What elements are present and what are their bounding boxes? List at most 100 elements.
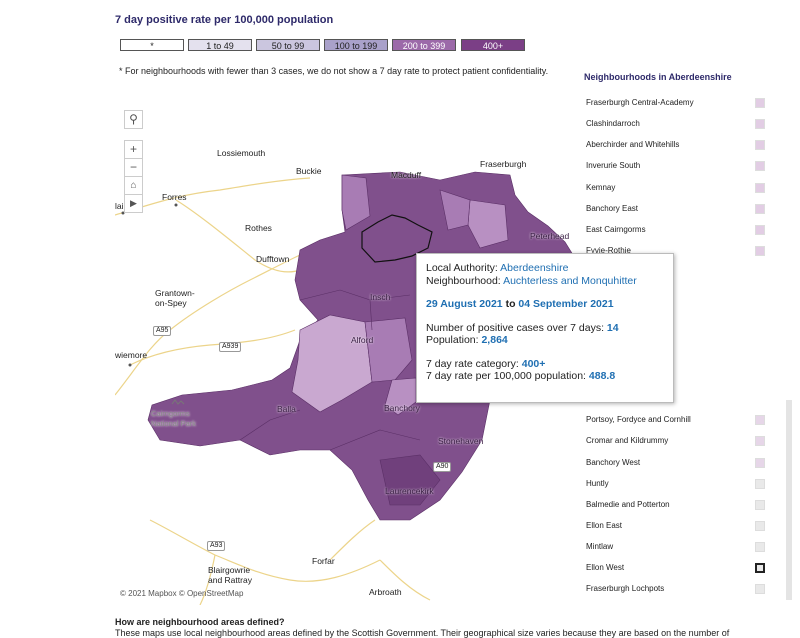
- legend-item[interactable]: 100 to 199: [324, 39, 388, 51]
- list-item[interactable]: Aberchirder and Whitehills: [586, 140, 680, 150]
- place-label: Lossiemouth: [217, 148, 266, 158]
- note: * For neighbourhoods with fewer than 3 c…: [119, 66, 549, 76]
- place-label: Banchory: [384, 403, 420, 413]
- place-label: Peterhead: [530, 231, 570, 241]
- list-item[interactable]: Balmedie and Potterton: [586, 499, 670, 509]
- place-label: Stonehaven: [438, 436, 484, 446]
- legend-item[interactable]: 1 to 49: [188, 39, 252, 51]
- label: 7 day rate per 100,000 population:: [426, 370, 586, 382]
- place-label: Cairngorms: [151, 409, 190, 418]
- list-item[interactable]: East Cairngorms: [586, 224, 646, 234]
- checkbox[interactable]: [755, 542, 765, 553]
- list-item[interactable]: Kemnay: [586, 182, 616, 192]
- label: Population:: [426, 334, 479, 346]
- checkbox[interactable]: [755, 182, 765, 193]
- place-label: lai: [115, 201, 124, 211]
- place-label: wiemore: [115, 350, 148, 360]
- value: 488.8: [588, 370, 616, 382]
- list-item[interactable]: Banchory East: [586, 203, 639, 213]
- footer-heading: How are neighbourhood areas defined?: [115, 617, 285, 627]
- list-item[interactable]: Ellon West: [586, 563, 625, 573]
- place-label: Dufftown: [256, 254, 290, 264]
- checkbox[interactable]: [755, 563, 765, 574]
- title: 7 day positive rate per 100,000 populati…: [115, 14, 334, 26]
- legend-item[interactable]: 50 to 99: [256, 39, 320, 51]
- place-label: Grantown-: [155, 288, 195, 298]
- place-label: Alford: [351, 335, 374, 345]
- search-button[interactable]: ⚲: [124, 110, 143, 129]
- road-label: A95: [153, 326, 172, 336]
- map: [115, 100, 575, 605]
- list-item[interactable]: Cromar and Kildrummy: [586, 436, 669, 446]
- list-item[interactable]: Inverurie South: [586, 161, 641, 171]
- checkbox[interactable]: [755, 478, 765, 489]
- value: Auchterless and Monquhitter: [503, 274, 637, 287]
- attribution: © 2021 Mapbox © OpenStreetMap: [120, 589, 244, 598]
- checkbox[interactable]: [755, 415, 765, 426]
- place-label: and Rattray: [208, 575, 252, 585]
- checkbox[interactable]: [755, 224, 765, 235]
- checkbox[interactable]: [755, 119, 765, 130]
- footer-text: These maps use local neighbourhood areas…: [115, 628, 730, 638]
- label: to: [505, 298, 516, 310]
- checkbox[interactable]: [755, 246, 765, 257]
- label: 7 day rate category:: [426, 357, 519, 370]
- list-item[interactable]: Ellon East: [586, 521, 623, 530]
- zoom-out[interactable]: −: [124, 158, 143, 177]
- label: Local Authority:: [426, 262, 498, 274]
- scrollbar[interactable]: [786, 400, 792, 600]
- checkbox[interactable]: [755, 98, 765, 108]
- list-item[interactable]: Banchory West: [586, 457, 641, 467]
- place-label: Forres: [162, 192, 187, 202]
- checkbox[interactable]: [755, 457, 765, 468]
- legend-item[interactable]: *: [120, 39, 184, 51]
- roads: [115, 177, 431, 605]
- value: 2,864: [481, 334, 508, 346]
- road-label: A90: [433, 462, 452, 472]
- checkbox[interactable]: [755, 203, 765, 214]
- value: Aberdeenshire: [500, 262, 569, 274]
- play-button[interactable]: ▶: [124, 194, 143, 213]
- place-label: Balla: [277, 404, 296, 414]
- home-button[interactable]: ⌂: [124, 176, 143, 195]
- place-label: Insch: [370, 292, 391, 302]
- road-label: A93: [207, 541, 226, 551]
- place-label: Arbroath: [369, 587, 402, 597]
- park-icon: [171, 399, 185, 405]
- checkbox[interactable]: [755, 584, 765, 595]
- value: 29 August 2021: [426, 298, 503, 310]
- list-item[interactable]: Huntly: [586, 478, 609, 488]
- list-item[interactable]: Fraserburgh Central-Academy: [586, 98, 694, 107]
- place-label: on-Spey: [155, 298, 187, 308]
- place-label: Macduff: [391, 170, 422, 180]
- checkbox[interactable]: [755, 521, 765, 531]
- place-label: Forfar: [312, 556, 335, 566]
- checkbox[interactable]: [755, 436, 765, 447]
- tooltip: Local Authority: Aberdeenshire Neighbour…: [416, 253, 674, 403]
- place-label: Laurencekirk: [385, 486, 434, 496]
- legend-item[interactable]: 200 to 399: [392, 39, 456, 51]
- checkbox[interactable]: [755, 161, 765, 172]
- list-item[interactable]: Fyvie-Rothie: [586, 246, 631, 256]
- list-item[interactable]: Portsoy, Fordyce and Cornhill: [586, 415, 691, 425]
- label: Number of positive cases over 7 days:: [426, 321, 604, 334]
- checkbox[interactable]: [755, 499, 765, 510]
- list-item[interactable]: Fraserburgh Lochpots: [586, 584, 665, 594]
- list-title: Neighbourhoods in Aberdeenshire: [584, 72, 732, 82]
- legend-item[interactable]: 400+: [461, 39, 525, 51]
- place-dots: [121, 203, 178, 367]
- checkbox[interactable]: [755, 140, 765, 151]
- place-label: Rothes: [245, 223, 272, 233]
- place-label: Buckie: [296, 166, 322, 176]
- value: 04 September 2021: [518, 298, 614, 310]
- zoom-in[interactable]: +: [124, 140, 143, 159]
- list-item[interactable]: Mintlaw: [586, 542, 614, 552]
- place-label: Blairgowrie: [208, 565, 251, 575]
- place-label: National Park: [151, 419, 197, 428]
- value: 14: [606, 321, 619, 334]
- road-label: A939: [219, 342, 242, 352]
- value: 400+: [521, 357, 546, 370]
- place-label: Fraserburgh: [480, 159, 527, 169]
- list-item[interactable]: Clashindarroch: [586, 119, 640, 129]
